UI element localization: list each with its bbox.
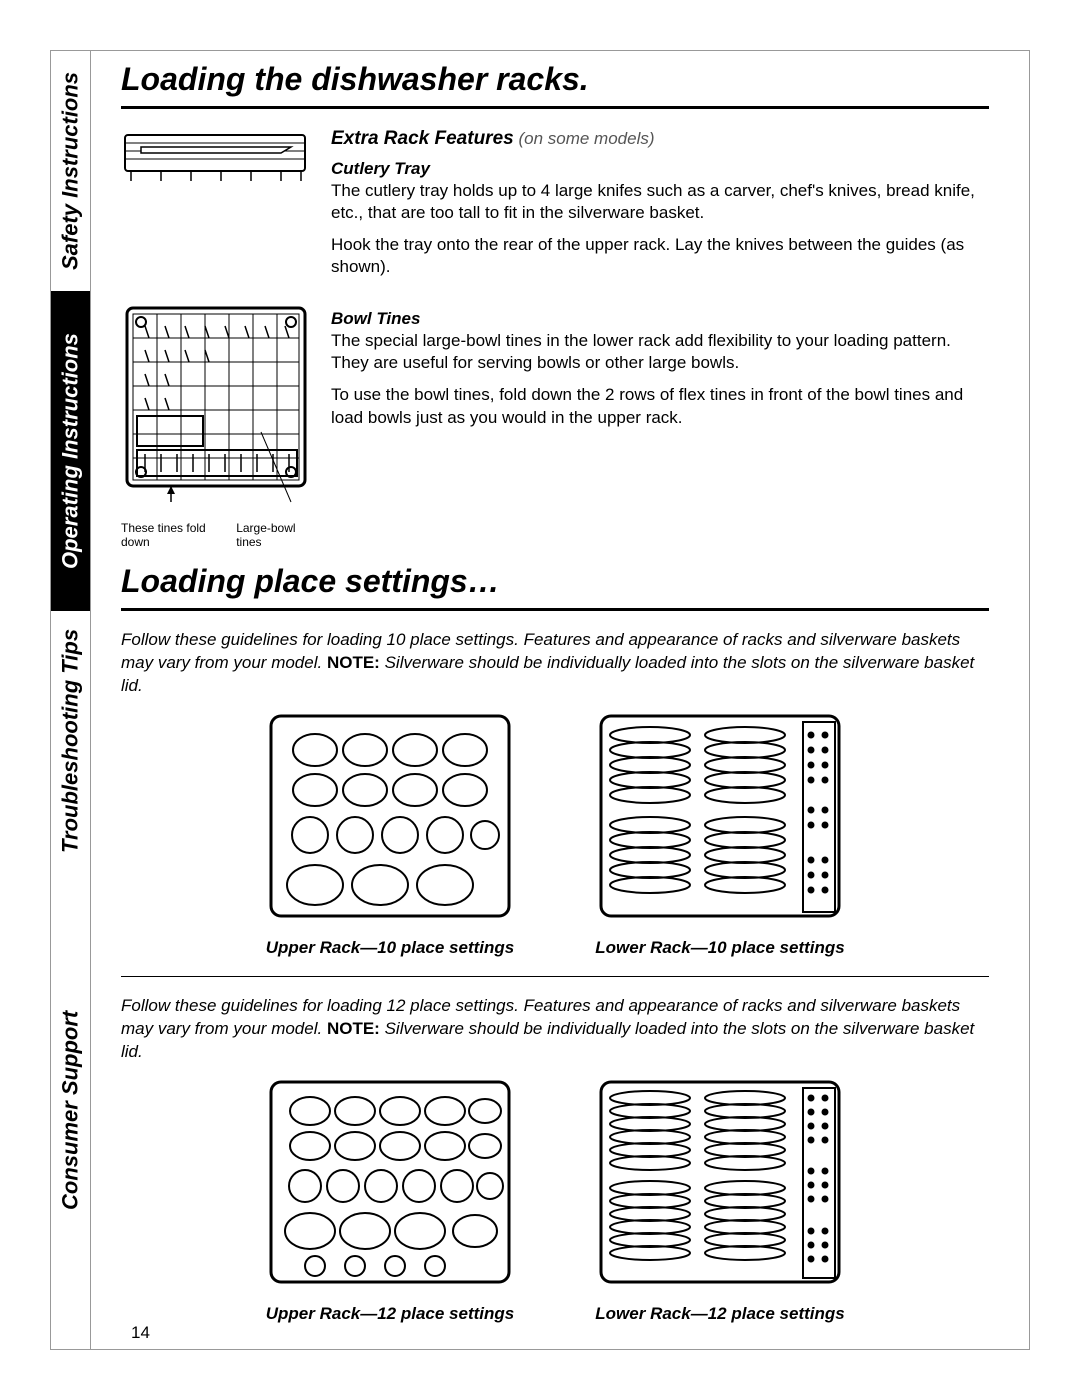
sidebar-item-safety: Safety Instructions [51,51,90,291]
extra-rack-title: Extra Rack Features [331,128,514,149]
lower-rack-12-caption: Lower Rack—12 place settings [595,1304,845,1324]
bowl-heading: Bowl Tines [331,308,989,330]
upper-rack-12: Upper Rack—12 place settings [265,1076,515,1324]
upper-rack-12-caption: Upper Rack—12 place settings [265,1304,515,1324]
cutlery-heading: Cutlery Tray [331,158,989,180]
guidelines-12: Follow these guidelines for loading 12 p… [121,995,989,1064]
cutlery-tray-icon [121,127,311,187]
upper-rack-10-icon [265,710,515,925]
divider [121,976,989,977]
extra-rack-title-line: Extra Rack Features (on some models) [331,127,989,152]
cutlery-text-block: Extra Rack Features (on some models) Cut… [331,127,989,288]
guide12-note-label: NOTE: [327,1019,380,1038]
page-number: 14 [131,1323,150,1343]
guidelines-10: Follow these guidelines for loading 10 p… [121,629,989,698]
upper-rack-12-icon [265,1076,515,1291]
tine-label-large: Large-bowl tines [236,521,311,549]
manual-page: Safety Instructions Operating Instructio… [50,50,1030,1350]
lower-rack-10-caption: Lower Rack—10 place settings [595,938,845,958]
lower-rack-10-icon [595,710,845,925]
cutlery-p1: The cutlery tray holds up to 4 large kni… [331,180,989,224]
bowl-p2: To use the bowl tines, fold down the 2 r… [331,384,989,428]
sidebar-item-support: Consumer Support [51,871,90,1349]
bowl-tines-illustration: These tines fold down Large-bowl tines [121,302,311,549]
rack-pair-10: Upper Rack—10 place settings [121,710,989,958]
lower-rack-12-icon [595,1076,845,1291]
divider [121,106,989,109]
lower-rack-icon [121,302,311,512]
upper-rack-10-caption: Upper Rack—10 place settings [265,938,515,958]
bowl-feature-row: These tines fold down Large-bowl tines B… [121,302,989,549]
sidebar-tabs: Safety Instructions Operating Instructio… [51,51,91,1349]
heading-loading-racks: Loading the dishwasher racks. [121,61,989,98]
bowl-p1: The special large-bowl tines in the lowe… [331,330,989,374]
page-content: Loading the dishwasher racks. [91,51,1029,1349]
lower-rack-10: Lower Rack—10 place settings [595,710,845,958]
heading-loading-place: Loading place settings… [121,563,989,600]
upper-rack-10: Upper Rack—10 place settings [265,710,515,958]
sidebar-item-troubleshooting: Troubleshooting Tips [51,611,90,871]
tine-label-fold: These tines fold down [121,521,220,549]
extra-rack-subtitle: (on some models) [518,129,654,148]
bowl-text-block: Bowl Tines The special large-bowl tines … [331,302,989,549]
guide10-note-label: NOTE: [327,653,380,672]
sidebar-item-operating: Operating Instructions [51,291,90,611]
rack-pair-12: Upper Rack—12 place settings [121,1076,989,1324]
divider [121,608,989,611]
cutlery-tray-illustration [121,127,311,288]
cutlery-feature-row: Extra Rack Features (on some models) Cut… [121,127,989,288]
cutlery-p2: Hook the tray onto the rear of the upper… [331,234,989,278]
tine-labels: These tines fold down Large-bowl tines [121,521,311,549]
lower-rack-12: Lower Rack—12 place settings [595,1076,845,1324]
